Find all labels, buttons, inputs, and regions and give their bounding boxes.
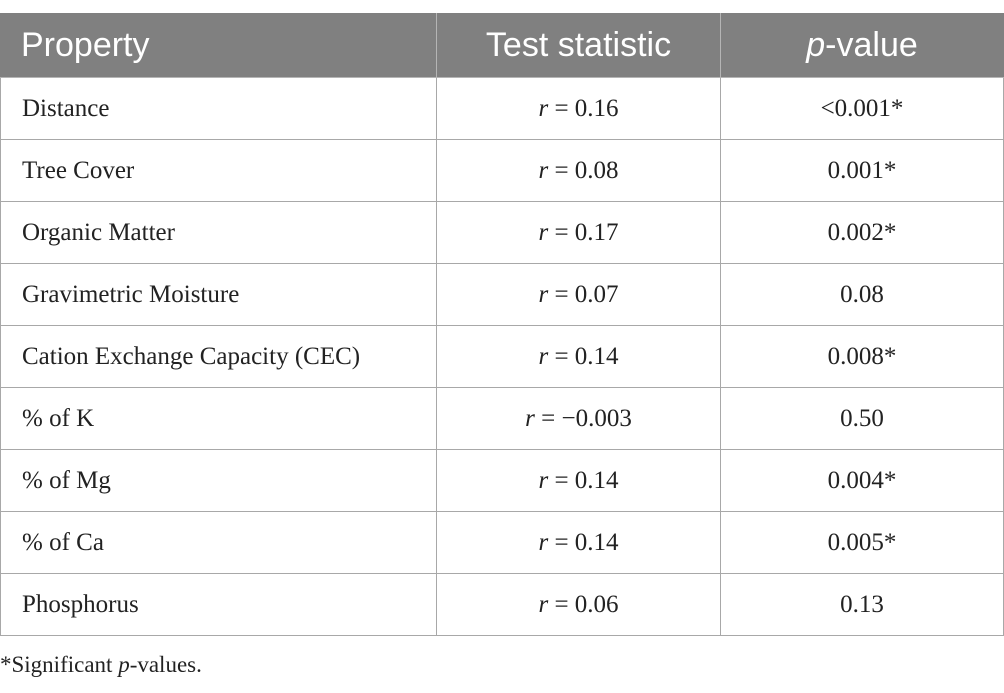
cell-test-statistic: r = 0.07 (436, 263, 721, 326)
cell-property: Organic Matter (0, 201, 437, 264)
stat-value: = 0.17 (548, 218, 619, 246)
cell-property: Gravimetric Moisture (0, 263, 437, 326)
cell-property: % of Ca (0, 511, 437, 574)
stat-symbol: r (538, 280, 549, 308)
cell-p-value: 0.001* (720, 139, 1004, 202)
table-footnote: *Significant p-values. (0, 652, 202, 678)
stat-symbol: r (538, 156, 549, 184)
stat-value: = 0.14 (548, 466, 619, 494)
header-property: Property (0, 13, 437, 78)
cell-p-value: 0.008* (720, 325, 1004, 388)
stat-symbol: r (538, 94, 549, 122)
stat-value: = 0.07 (548, 280, 619, 308)
table-row: Gravimetric Moisture r = 0.07 0.08 (0, 263, 1004, 326)
cell-p-value: 0.002* (720, 201, 1004, 264)
cell-p-value: 0.13 (720, 573, 1004, 636)
stat-value: = −0.003 (534, 404, 632, 432)
cell-test-statistic: r = −0.003 (436, 387, 721, 450)
header-p-value-italic: p (806, 26, 826, 64)
cell-test-statistic: r = 0.14 (436, 511, 721, 574)
table-row: Organic Matter r = 0.17 0.002* (0, 201, 1004, 264)
cell-p-value: 0.005* (720, 511, 1004, 574)
cell-property: Phosphorus (0, 573, 437, 636)
cell-p-value: 0.08 (720, 263, 1004, 326)
cell-property: Cation Exchange Capacity (CEC) (0, 325, 437, 388)
stat-value: = 0.14 (548, 528, 619, 556)
cell-test-statistic: r = 0.06 (436, 573, 721, 636)
stat-value: = 0.06 (548, 590, 619, 618)
stat-value: = 0.14 (548, 342, 619, 370)
stat-symbol: r (538, 218, 549, 246)
statistics-table: Property Test statistic p-value Distance… (0, 13, 1004, 636)
cell-property: Distance (0, 77, 437, 140)
cell-p-value: 0.50 (720, 387, 1004, 450)
cell-p-value: <0.001* (720, 77, 1004, 140)
cell-p-value: 0.004* (720, 449, 1004, 512)
stat-symbol: r (538, 590, 549, 618)
header-test-statistic: Test statistic (436, 13, 721, 78)
cell-test-statistic: r = 0.08 (436, 139, 721, 202)
stat-symbol: r (525, 404, 535, 432)
cell-test-statistic: r = 0.14 (436, 449, 721, 512)
cell-property: Tree Cover (0, 139, 437, 202)
header-p-value-rest: -value (825, 26, 918, 64)
stat-symbol: r (538, 342, 549, 370)
footnote-suffix: -values. (129, 652, 202, 677)
table-row: Tree Cover r = 0.08 0.001* (0, 139, 1004, 202)
table-row: Distance r = 0.16 <0.001* (0, 77, 1004, 140)
table-row: Phosphorus r = 0.06 0.13 (0, 573, 1004, 636)
table-header-row: Property Test statistic p-value (0, 13, 1004, 78)
table-row: % of K r = −0.003 0.50 (0, 387, 1004, 450)
stat-symbol: r (538, 528, 549, 556)
table-row: % of Mg r = 0.14 0.004* (0, 449, 1004, 512)
stat-symbol: r (538, 466, 549, 494)
cell-test-statistic: r = 0.14 (436, 325, 721, 388)
footnote-italic-p: p (118, 652, 130, 677)
table-row: Cation Exchange Capacity (CEC) r = 0.14 … (0, 325, 1004, 388)
cell-property: % of K (0, 387, 437, 450)
stat-value: = 0.16 (548, 94, 619, 122)
table-row: % of Ca r = 0.14 0.005* (0, 511, 1004, 574)
stat-value: = 0.08 (548, 156, 619, 184)
footnote-prefix: *Significant (0, 652, 119, 677)
cell-property: % of Mg (0, 449, 437, 512)
cell-test-statistic: r = 0.17 (436, 201, 721, 264)
header-p-value: p-value (720, 13, 1004, 78)
cell-test-statistic: r = 0.16 (436, 77, 721, 140)
